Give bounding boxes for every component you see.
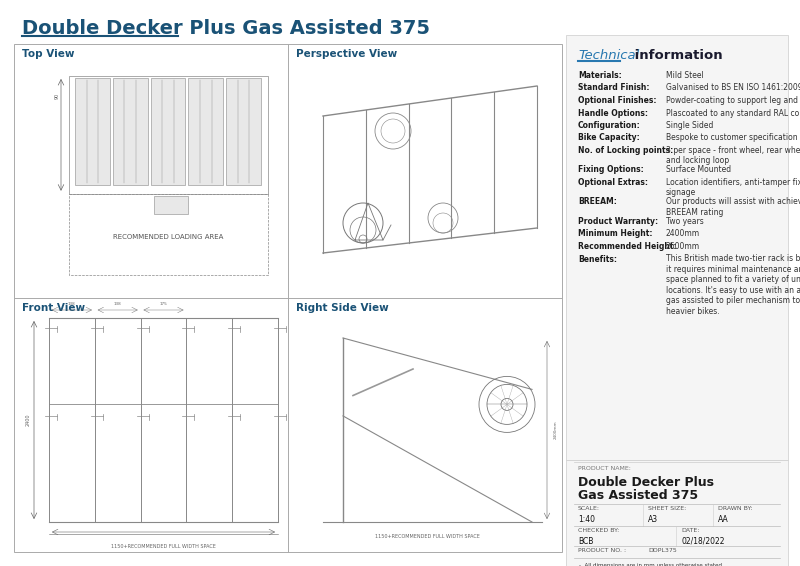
Text: Galvanised to BS EN ISO 1461:2009: Galvanised to BS EN ISO 1461:2009 [666,84,800,92]
Text: 3 per space - front wheel, rear wheel
and locking loop: 3 per space - front wheel, rear wheel an… [666,146,800,165]
Text: No. of Locking points:: No. of Locking points: [578,146,674,155]
Text: PRODUCT NAME:: PRODUCT NAME: [578,466,631,471]
Bar [566,460,788,566]
Text: 2400mm: 2400mm [554,421,558,439]
Text: 1150+RECOMMENDED FULL WIDTH SPACE: 1150+RECOMMENDED FULL WIDTH SPACE [375,534,480,539]
Text: Minimum Height:: Minimum Height: [578,229,653,238]
Text: information: information [630,49,722,62]
Text: Double Decker Plus Gas Assisted 375: Double Decker Plus Gas Assisted 375 [22,19,430,37]
Text: Materials:: Materials: [578,71,622,80]
Text: Bike Capacity:: Bike Capacity: [578,134,640,143]
Text: Gas Assisted 375: Gas Assisted 375 [578,489,698,502]
Text: 1:40: 1:40 [578,515,595,524]
Text: Surface Mounted: Surface Mounted [666,165,731,174]
Text: CHECKED BY:: CHECKED BY: [578,528,619,533]
Text: Mild Steel: Mild Steel [666,71,704,80]
Text: Fixing Options:: Fixing Options: [578,165,644,174]
Bar [150,78,186,185]
Bar [69,194,268,275]
Bar [75,78,110,185]
Text: 1150+RECOMMENDED FULL WIDTH SPACE: 1150+RECOMMENDED FULL WIDTH SPACE [111,544,216,549]
Text: DATE:: DATE: [681,528,699,533]
Text: 90: 90 [54,93,59,99]
Text: PRODUCT NO. :: PRODUCT NO. : [578,548,626,553]
Text: DDPL375: DDPL375 [648,548,677,553]
Text: Double Decker Plus: Double Decker Plus [578,476,714,489]
Text: Standard Finish:: Standard Finish: [578,84,650,92]
Bar [189,78,223,185]
Text: Optional Finishes:: Optional Finishes: [578,96,657,105]
Text: Front View: Front View [22,303,85,313]
Text: Perspective View: Perspective View [296,49,398,59]
Text: Single Sided: Single Sided [666,121,714,130]
Text: This British made two-tier rack is built to last,
it requires minimal maintenanc: This British made two-tier rack is built… [666,255,800,315]
Text: 2600mm: 2600mm [666,242,700,251]
Text: A3: A3 [648,515,658,524]
Bar [226,78,261,185]
Text: Location identifiers, anti-tamper fixings,
signage: Location identifiers, anti-tamper fixing… [666,178,800,198]
Bar [14,44,562,552]
Text: Configuration:: Configuration: [578,121,641,130]
Text: BREEAM:: BREEAM: [578,198,617,207]
Text: Technical: Technical [578,49,639,62]
Text: BCB: BCB [578,537,594,546]
Bar [113,78,147,185]
Bar [69,76,268,194]
Text: -  All dimensions are in mm unless otherwise stated: - All dimensions are in mm unless otherw… [579,563,722,566]
Text: 175: 175 [160,302,167,306]
Text: SHEET SIZE:: SHEET SIZE: [648,506,686,511]
Text: Benefits:: Benefits: [578,255,617,264]
Text: Bespoke to customer specification: Bespoke to customer specification [666,134,798,143]
Text: Right Side View: Right Side View [296,303,389,313]
Text: 2400: 2400 [26,414,31,426]
Text: Our products will assist with achieving
BREEAM rating: Our products will assist with achieving … [666,198,800,217]
Text: Two years: Two years [666,217,704,226]
Text: AA: AA [718,515,729,524]
Text: Optional Extras:: Optional Extras: [578,178,648,187]
Text: Top View: Top View [22,49,74,59]
Text: Recommended Height:: Recommended Height: [578,242,677,251]
Text: 02/18/2022: 02/18/2022 [681,537,725,546]
Text: 138: 138 [114,302,122,306]
Text: DRAWN BY:: DRAWN BY: [718,506,753,511]
Text: RECOMMENDED LOADING AREA: RECOMMENDED LOADING AREA [114,234,224,240]
Text: Powder-coating to support leg and frame: Powder-coating to support leg and frame [666,96,800,105]
Text: Product Warranty:: Product Warranty: [578,217,658,226]
Text: Plascoated to any standard RAL colour: Plascoated to any standard RAL colour [666,109,800,118]
Bar [566,35,788,460]
Text: 138: 138 [68,302,76,306]
Text: Handle Options:: Handle Options: [578,109,648,118]
Text: SCALE:: SCALE: [578,506,600,511]
Text: 2400mm: 2400mm [666,229,700,238]
Bar [154,196,189,214]
